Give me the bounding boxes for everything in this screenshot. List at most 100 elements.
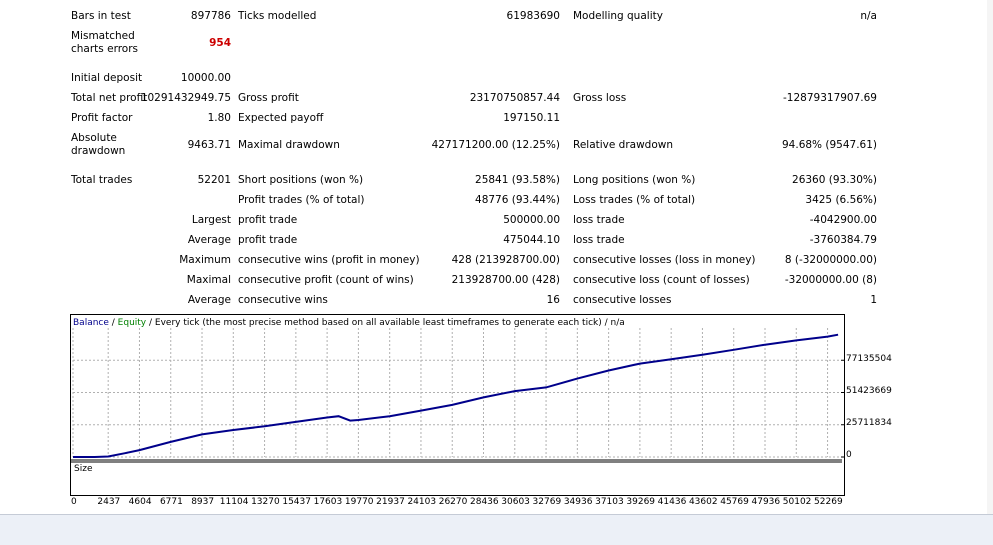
average-consec-prefix: Average: [187, 294, 231, 306]
maximum-wins-label: consecutive wins (profit in money): [238, 254, 420, 266]
x-tick-label: 8937: [191, 497, 215, 507]
gross-profit-value: 23170750857.44: [469, 92, 560, 104]
x-tick-label: 34936: [563, 497, 593, 507]
largest-profit-value: 500000.00: [503, 214, 560, 226]
x-tick-label: 26270: [438, 497, 468, 507]
mismatched-label-line1: Mismatched: [71, 30, 135, 42]
profit-trades-label: Profit trades (% of total): [238, 194, 365, 206]
modelling-quality-value: n/a: [860, 10, 877, 22]
x-tick-label: 17603: [313, 497, 343, 507]
x-tick-label: 4604: [128, 497, 152, 507]
long-positions-label: Long positions (won %): [573, 174, 696, 186]
short-positions-value: 25841 (93.58%): [475, 174, 560, 186]
status-strip: [0, 514, 993, 545]
absolute-drawdown-label-line1: Absolute: [71, 132, 117, 144]
x-tick-label: 2437: [97, 497, 121, 507]
size-pane-label: Size: [74, 464, 93, 474]
x-tick-label: 47936: [751, 497, 781, 507]
x-tick-label: 43602: [688, 497, 718, 507]
gross-loss-value: -12879317907.69: [783, 92, 877, 104]
total-trades-value: 52201: [197, 174, 231, 186]
long-positions-value: 26360 (93.30%): [792, 174, 877, 186]
x-tick-label: 15437: [282, 497, 311, 507]
bars-in-test-value: 897786: [190, 10, 231, 22]
average-consec-wins-value: 16: [546, 294, 560, 306]
x-tick-label: 52269: [814, 497, 843, 507]
average-profit-value: 475044.10: [503, 234, 560, 246]
gross-loss-label: Gross loss: [573, 92, 627, 104]
profit-factor-value: 1.80: [207, 112, 231, 124]
caption-rest: / Every tick (the most precise method ba…: [146, 318, 625, 328]
mismatched-label-line2: charts errors: [71, 43, 138, 55]
y-tick-label: 25711834: [846, 418, 892, 428]
maximal-wins-label: consecutive profit (count of wins): [238, 274, 414, 286]
maximal-losses-label: consecutive loss (count of losses): [573, 274, 750, 286]
profit-trades-value: 48776 (93.44%): [475, 194, 560, 206]
average-loss-value: -3760384.79: [809, 234, 877, 246]
x-tick-label: 6771: [159, 497, 183, 507]
report-panel: Bars in test 897786 Ticks modelled 61983…: [70, 0, 988, 514]
maximum-prefix: Maximum: [179, 254, 231, 266]
bars-in-test-label: Bars in test: [71, 10, 131, 22]
x-tick-label: 11104: [219, 497, 249, 507]
total-trades-label: Total trades: [71, 174, 133, 186]
x-tick-label: 39269: [626, 497, 656, 507]
y-tick-label: 77135504: [846, 354, 892, 364]
relative-drawdown-value: 94.68% (9547.61): [782, 139, 877, 151]
largest-loss-value: -4042900.00: [809, 214, 877, 226]
maximum-losses-label: consecutive losses (loss in money): [573, 254, 756, 266]
x-tick-label: 21937: [376, 497, 405, 507]
maximal-wins-value: 213928700.00 (428): [451, 274, 560, 286]
expected-payoff-value: 197150.11: [503, 112, 560, 124]
average-profit-label: profit trade: [238, 234, 298, 246]
relative-drawdown-label: Relative drawdown: [573, 139, 674, 151]
maximal-drawdown-label: Maximal drawdown: [238, 139, 340, 151]
x-tick-label: 19770: [344, 497, 374, 507]
maximum-losses-value: 8 (-32000000.00): [784, 254, 877, 266]
largest-prefix: Largest: [191, 214, 231, 226]
x-tick-label: 28436: [470, 497, 499, 507]
x-tick-label: 30603: [501, 497, 530, 507]
maximal-prefix: Maximal: [186, 274, 231, 286]
x-tick-label: 0: [71, 497, 77, 507]
loss-trades-value: 3425 (6.56%): [805, 194, 877, 206]
expected-payoff-label: Expected payoff: [238, 112, 324, 124]
maximal-losses-value: -32000000.00 (8): [784, 274, 877, 286]
y-tick-label: 51423669: [846, 386, 892, 396]
y-tick-label: 0: [846, 450, 852, 460]
balance-chart: [70, 314, 845, 496]
ticks-modelled-value: 61983690: [506, 10, 560, 22]
average-consec-losses-value: 1: [870, 294, 877, 306]
x-tick-label: 37103: [595, 497, 624, 507]
initial-deposit-value: 10000.00: [180, 72, 231, 84]
average-loss-label: loss trade: [573, 234, 625, 246]
maximal-drawdown-value: 427171200.00 (12.25%): [431, 139, 560, 151]
average-consec-wins-label: consecutive wins: [238, 294, 328, 306]
balance-chart-plot: [71, 328, 845, 463]
largest-loss-label: loss trade: [573, 214, 625, 226]
total-net-profit-label: Total net profit: [71, 92, 148, 104]
absolute-drawdown-value: 9463.71: [187, 139, 231, 151]
x-tick-label: 45769: [720, 497, 749, 507]
caption-separator: /: [108, 318, 118, 328]
balance-line: [73, 333, 839, 458]
x-tick-label: 13270: [251, 497, 280, 507]
caption-balance: Balance: [73, 318, 109, 328]
mismatched-value: 954: [209, 37, 231, 49]
profit-factor-label: Profit factor: [71, 112, 133, 124]
scrollbar-edge[interactable]: [987, 0, 993, 514]
caption-equity: Equity: [117, 318, 147, 328]
initial-deposit-label: Initial deposit: [71, 72, 143, 84]
ticks-modelled-label: Ticks modelled: [238, 10, 317, 22]
short-positions-label: Short positions (won %): [238, 174, 364, 186]
average-consec-losses-label: consecutive losses: [573, 294, 672, 306]
chart-caption: Balance / Equity / Every tick (the most …: [73, 318, 625, 329]
absolute-drawdown-label-line2: drawdown: [71, 145, 126, 157]
gross-profit-label: Gross profit: [238, 92, 299, 104]
maximum-wins-value: 428 (213928700.00): [451, 254, 560, 266]
x-tick-label: 32769: [532, 497, 562, 507]
modelling-quality-label: Modelling quality: [573, 10, 663, 22]
x-tick-label: 24103: [407, 497, 437, 507]
average-prefix: Average: [187, 234, 231, 246]
largest-profit-label: profit trade: [238, 214, 298, 226]
